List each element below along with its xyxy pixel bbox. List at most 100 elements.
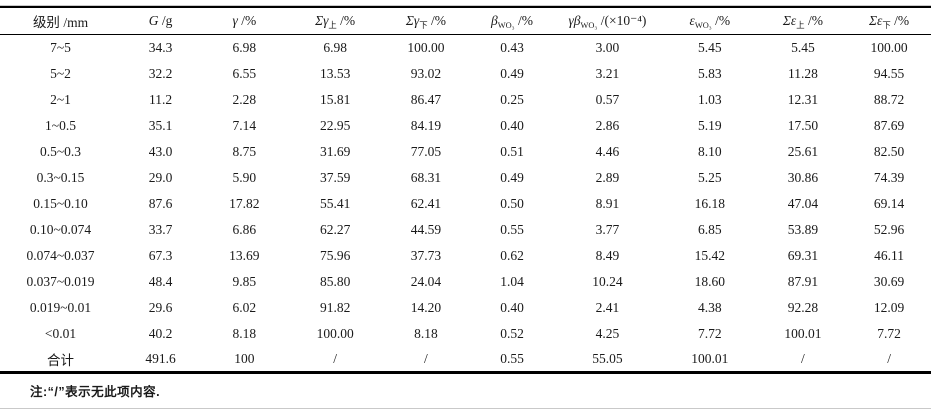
table-cell: 6.98 bbox=[323, 39, 347, 55]
table-cell: 93.02 bbox=[410, 65, 442, 81]
table-cell: 67.3 bbox=[148, 247, 173, 263]
table-cell: 44.59 bbox=[410, 221, 442, 237]
table-cell: / bbox=[333, 350, 337, 366]
table-cell: 46.11 bbox=[874, 247, 904, 263]
table-row: 0.10~0.074 33.7 6.86 62.27 44.59 0.55 3.77 6.85… bbox=[0, 217, 931, 243]
table-cell: 9.85 bbox=[232, 273, 257, 289]
table-cell: <0.01 bbox=[44, 325, 77, 341]
table-cell: 31.69 bbox=[319, 143, 351, 159]
table-cell: / bbox=[887, 350, 891, 366]
table-cell: 62.27 bbox=[319, 221, 351, 237]
table-cell: 1.04 bbox=[500, 273, 524, 289]
table-cell: 100 bbox=[234, 350, 255, 366]
table-cell: 17.82 bbox=[229, 195, 260, 211]
table-cell: 37.73 bbox=[410, 247, 442, 263]
table-cell: 4.38 bbox=[698, 299, 722, 315]
table-cell: 7.14 bbox=[232, 117, 257, 133]
table-cell: 0.50 bbox=[500, 195, 524, 211]
top-hairline bbox=[0, 5, 931, 6]
table-row: 0.5~0.3 43.0 8.75 31.69 77.05 0.51 4.46 8.10 25.… bbox=[0, 139, 931, 165]
table-cell: 13.69 bbox=[229, 247, 260, 263]
table-cell: 8.18 bbox=[414, 325, 438, 341]
table-cell: 69.14 bbox=[873, 195, 905, 211]
table-cell: 4.46 bbox=[595, 143, 620, 159]
table-cell: 6.02 bbox=[232, 299, 257, 315]
table-cell: 5.90 bbox=[232, 169, 257, 185]
table-row: <0.01 40.2 8.18 100.00 8.18 0.52 4.25 7.72 100.0… bbox=[0, 321, 931, 347]
table-cell: 4.25 bbox=[595, 325, 620, 341]
table-cell: 8.75 bbox=[232, 143, 257, 159]
table-row: 0.3~0.15 29.0 5.90 37.59 68.31 0.49 2.89 5.25 30… bbox=[0, 165, 931, 191]
column-header: γ /% bbox=[232, 13, 257, 28]
column-header: 级别 /mm bbox=[32, 15, 89, 30]
table-cell: 15.81 bbox=[319, 91, 351, 107]
table-cell: 87.69 bbox=[873, 117, 905, 133]
table-cell: 29.0 bbox=[148, 169, 173, 185]
table-cell: 30.86 bbox=[787, 169, 819, 185]
table-cell: 2~1 bbox=[50, 91, 71, 107]
table-cell: 0.10~0.074 bbox=[29, 221, 92, 237]
table-cell: 75.96 bbox=[319, 247, 351, 263]
table-cell: 11.2 bbox=[149, 91, 173, 107]
column-header: γβWO₃ /(×10⁻⁴) bbox=[568, 13, 647, 30]
table-cell: 29.6 bbox=[148, 299, 173, 315]
table-cell: 0.51 bbox=[500, 143, 524, 159]
table-cell: 0.25 bbox=[500, 91, 524, 107]
table-cell: 25.61 bbox=[787, 143, 819, 159]
table-cell: 24.04 bbox=[410, 273, 442, 289]
table-cell: 0.52 bbox=[500, 325, 524, 341]
table-cell: 12.09 bbox=[873, 299, 905, 315]
table-cell: 3.21 bbox=[595, 65, 620, 81]
table-cell: 7.72 bbox=[877, 325, 901, 341]
table-cell: 6.98 bbox=[232, 39, 257, 55]
table-cell: 2.28 bbox=[232, 91, 257, 107]
table-cell: 12.31 bbox=[787, 91, 819, 107]
paper-table-page: 级别 /mm G /g γ /% Σγ上 /% Σγ下 /% βWO₃ /% γβWO₃ /… bbox=[0, 5, 931, 411]
table-cell: 3.00 bbox=[595, 39, 620, 55]
table-cell: 0.019~0.01 bbox=[29, 299, 92, 315]
column-header: βWO₃ /% bbox=[491, 13, 533, 30]
table-cell: 8.18 bbox=[232, 325, 257, 341]
table-cell: 0.15~0.10 bbox=[33, 195, 88, 211]
table-cell: 5.45 bbox=[698, 39, 722, 55]
table-cell: 17.50 bbox=[787, 117, 819, 133]
table-cell: 合计 bbox=[47, 352, 74, 368]
table-cell: 55.05 bbox=[592, 350, 623, 366]
table-cell: 7.72 bbox=[698, 325, 722, 341]
table-cell: 69.31 bbox=[787, 247, 819, 263]
table-cell: 5.83 bbox=[698, 65, 722, 81]
table-cell: 35.1 bbox=[148, 117, 173, 133]
table-row: 0.074~0.037 67.3 13.69 75.96 37.73 0.62 8.49 15… bbox=[0, 243, 931, 269]
table-cell: 94.55 bbox=[873, 65, 905, 81]
table-cell: 55.41 bbox=[319, 195, 351, 211]
table-cell: 88.72 bbox=[873, 91, 905, 107]
table-cell: 5~2 bbox=[50, 65, 71, 81]
table-cell: 68.31 bbox=[410, 169, 442, 185]
table-cell: 43.0 bbox=[148, 143, 173, 159]
table-cell: 74.39 bbox=[873, 169, 905, 185]
table-cell: 16.18 bbox=[694, 195, 726, 211]
table-cell: 11.28 bbox=[787, 65, 818, 81]
table-cell: 8.10 bbox=[698, 143, 722, 159]
table-cell: 52.96 bbox=[873, 221, 905, 237]
table-cell: 22.95 bbox=[319, 117, 351, 133]
table-row: 0.15~0.10 87.6 17.82 55.41 62.41 0.50 8.91 16.1… bbox=[0, 191, 931, 217]
table-cell: 0.074~0.037 bbox=[26, 247, 95, 263]
table-cell: 3.77 bbox=[595, 221, 620, 237]
column-header: Σγ下 /% bbox=[405, 13, 446, 30]
table-cell: 2.86 bbox=[595, 117, 620, 133]
table-cell: 18.60 bbox=[694, 273, 726, 289]
table-cell: 2.89 bbox=[595, 169, 620, 185]
table-row: 1~0.5 35.1 7.14 22.95 84.19 0.40 2.86 5.19 17.50… bbox=[0, 113, 931, 139]
table-cell: 8.91 bbox=[595, 195, 620, 211]
table-cell: 0.40 bbox=[500, 117, 524, 133]
table-row: 0.037~0.019 48.4 9.85 85.80 24.04 1.04 10.24 18… bbox=[0, 269, 931, 295]
column-header: G /g bbox=[148, 13, 173, 28]
table-cell: 10.24 bbox=[592, 273, 623, 289]
table-cell: 8.49 bbox=[595, 247, 620, 263]
table-cell: 0.3~0.15 bbox=[36, 169, 85, 185]
table-cell: 82.50 bbox=[873, 143, 905, 159]
table-cell: / bbox=[801, 350, 805, 366]
table-cell: 1~0.5 bbox=[45, 117, 76, 133]
table-cell: 14.20 bbox=[410, 299, 442, 315]
